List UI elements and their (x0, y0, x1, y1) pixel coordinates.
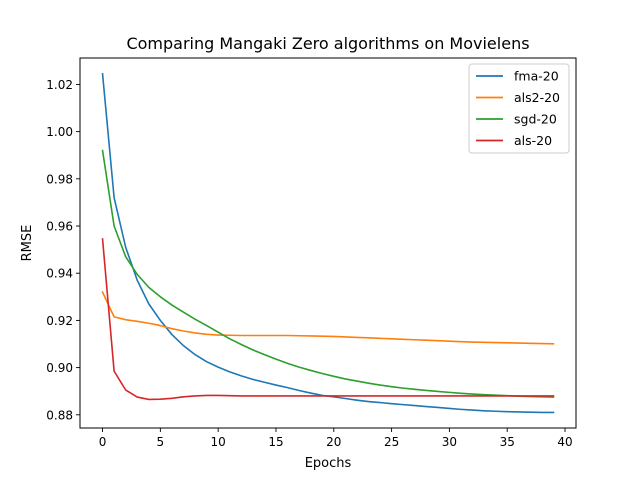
x-tick-label: 40 (557, 435, 572, 449)
y-tick-label: 0.92 (46, 314, 73, 328)
x-tick-label: 35 (500, 435, 515, 449)
legend-label-sgd-20: sgd-20 (514, 112, 557, 127)
y-tick-label: 1.02 (46, 78, 73, 92)
legend-label-als2-20: als2-20 (514, 90, 560, 105)
legend-label-fma-20: fma-20 (514, 69, 559, 84)
series-line-sgd-20 (101, 149, 555, 398)
x-axis-ticks: 0 5 10 15 20 25 30 35 40 (99, 428, 573, 449)
series-layer (101, 72, 555, 414)
y-axis-ticks: 0.88 0.90 0.92 0.94 0.96 0.98 1.00 1.02 (46, 78, 80, 422)
chart-title: Comparing Mangaki Zero algorithms on Mov… (126, 34, 529, 53)
x-tick-label: 15 (268, 435, 283, 449)
x-tick-label: 30 (442, 435, 457, 449)
x-tick-label: 20 (326, 435, 341, 449)
x-tick-label: 5 (157, 435, 165, 449)
y-tick-label: 0.94 (46, 267, 73, 281)
y-tick-label: 0.98 (46, 172, 73, 186)
y-tick-label: 0.90 (46, 361, 73, 375)
x-tick-label: 10 (211, 435, 226, 449)
x-axis-label: Epochs (305, 456, 352, 471)
y-tick-label: 0.96 (46, 220, 73, 234)
y-axis-label: RMSE (20, 225, 35, 262)
x-tick-label: 0 (99, 435, 107, 449)
legend-label-als-20: als-20 (514, 133, 552, 148)
y-tick-label: 0.88 (46, 408, 73, 422)
legend-box (468, 63, 570, 154)
axes-frame (79, 57, 577, 429)
y-tick-label: 1.00 (46, 125, 73, 139)
legend: fma-20 als2-20 sgd-20 als-20 (468, 63, 570, 154)
series-line-als2-20 (101, 291, 555, 345)
x-tick-label: 25 (384, 435, 399, 449)
series-line-als-20 (101, 238, 555, 401)
